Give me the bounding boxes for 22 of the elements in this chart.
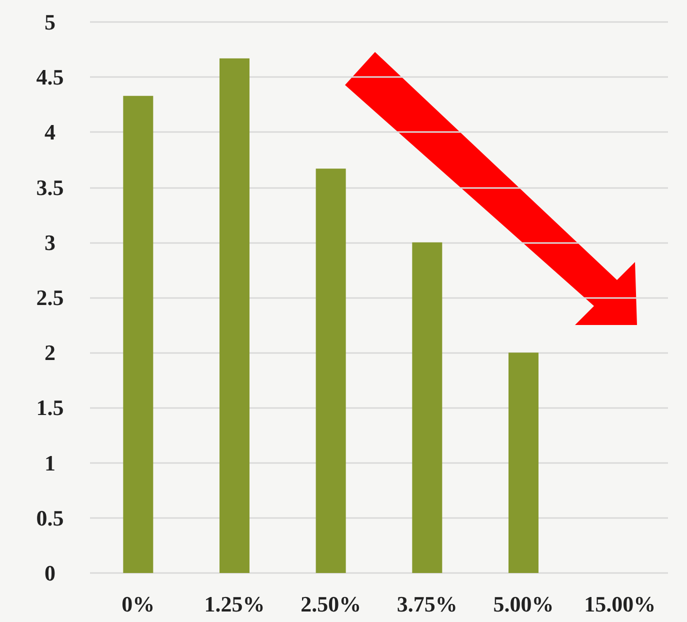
bar (220, 58, 250, 573)
y-tick-label: 0.5 (36, 505, 64, 530)
y-tick-label: 4 (44, 120, 56, 145)
y-tick-label: 5 (44, 10, 56, 34)
bar (508, 352, 538, 573)
y-tick-label: 3.5 (36, 174, 64, 200)
y-tick-label: 2.5 (36, 285, 64, 310)
y-tick-label: 2 (44, 340, 56, 366)
y-tick-label: 1 (44, 450, 56, 476)
x-tick-label: 1.25% (204, 592, 265, 616)
x-tick-label: 5.00% (493, 592, 554, 616)
y-tick-label: 0 (44, 560, 56, 586)
bar (412, 242, 442, 573)
bar (316, 168, 346, 573)
y-tick-label: 4.5 (36, 64, 64, 90)
x-tick-label: 15.00% (584, 592, 656, 616)
x-tick-label: 3.75% (396, 592, 458, 616)
bar (123, 96, 154, 573)
y-tick-label: 1.5 (36, 395, 64, 420)
x-tick-label: 0% (122, 592, 155, 616)
x-tick-label: 2.50% (300, 592, 362, 616)
y-tick-label: 3 (44, 230, 56, 255)
